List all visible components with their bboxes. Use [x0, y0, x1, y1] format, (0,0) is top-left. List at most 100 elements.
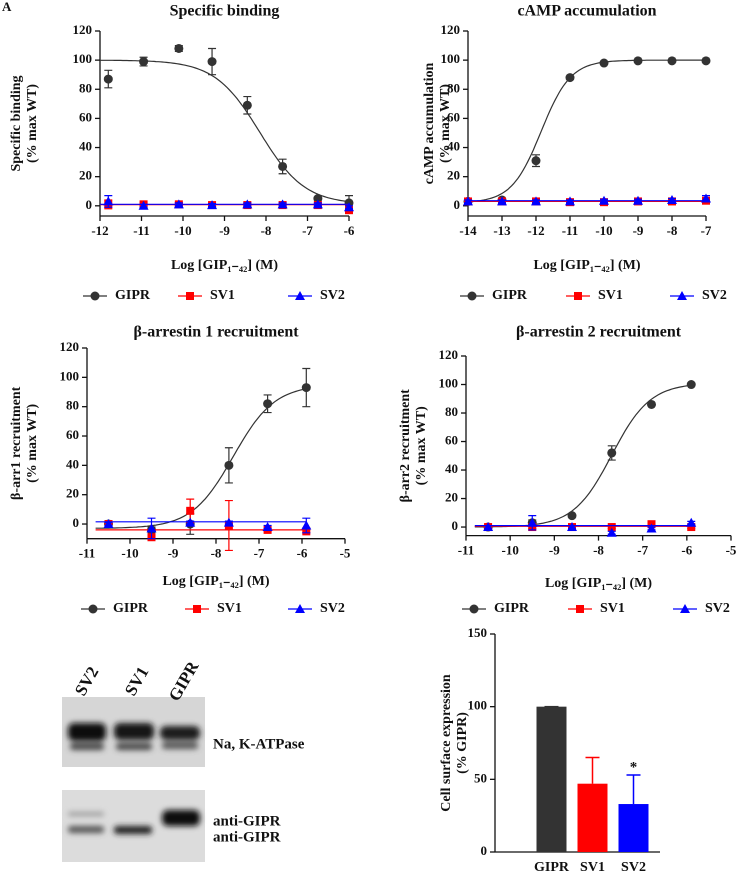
- data-point: [146, 523, 157, 533]
- data-point: [701, 56, 711, 66]
- band-label: anti-GIPR: [213, 813, 281, 829]
- data-point: [701, 193, 711, 203]
- y-tick-label: 100: [441, 51, 461, 66]
- y-tick-label: 120: [441, 22, 461, 37]
- x-tick-label: -10: [174, 223, 191, 238]
- x-tick-label: -14: [459, 223, 477, 238]
- y-tick-label: 20: [445, 490, 458, 505]
- y-tick-label: 20: [79, 168, 92, 183]
- y-tick-label: 40: [66, 456, 79, 471]
- x-tick-label: -6: [297, 546, 308, 561]
- data-point: [103, 519, 114, 529]
- legend-label: SV1: [600, 601, 625, 616]
- legend-label: SV2: [320, 601, 345, 616]
- y-axis-label: Cell surface expression: [439, 674, 454, 812]
- data-point: [497, 196, 507, 206]
- data-point: [262, 521, 273, 531]
- x-tick-label: -8: [667, 223, 678, 238]
- data-point: [633, 56, 643, 66]
- x-tick-label: -7: [637, 543, 648, 558]
- x-tick-label: -9: [633, 223, 644, 238]
- x-axis-label: Log [GIP₁₋₄₂] (M): [545, 576, 652, 591]
- legend-marker: [574, 292, 582, 300]
- data-point: [301, 383, 311, 393]
- y-tick-label: 80: [445, 404, 458, 419]
- y-axis-label: (% max WT): [25, 403, 40, 482]
- data-point: [531, 196, 541, 206]
- data-point: [667, 194, 677, 204]
- data-point: [527, 517, 538, 527]
- data-point: [174, 43, 184, 53]
- data-point: [606, 527, 617, 537]
- x-tick-label: -7: [701, 223, 712, 238]
- data-point: [483, 522, 494, 532]
- data-point: [599, 195, 609, 205]
- blot-bands: [68, 810, 200, 834]
- data-point: [207, 200, 218, 210]
- fit-curve: [474, 384, 692, 528]
- bar: [536, 706, 567, 852]
- data-point: [567, 511, 577, 521]
- x-tick-label: -5: [726, 543, 737, 558]
- y-tick-label: 60: [79, 109, 92, 124]
- legend-label: SV1: [598, 288, 623, 303]
- legend-marker: [576, 605, 584, 613]
- x-tick-label: -10: [501, 543, 518, 558]
- data-point: [607, 448, 617, 458]
- legend-marker: [467, 291, 477, 301]
- y-axis-label: (% GIPR): [455, 712, 470, 774]
- x-tick-label: -6: [681, 543, 692, 558]
- x-tick-label: -6: [344, 223, 355, 238]
- x-tick-label: -10: [595, 223, 612, 238]
- y-tick-label: 50: [474, 770, 487, 785]
- data-point: [242, 100, 252, 110]
- y-axis-label: (% max WT): [25, 84, 40, 163]
- x-tick-label: -5: [340, 546, 351, 561]
- legend-label: SV1: [217, 601, 242, 616]
- data-point: [224, 460, 234, 470]
- annotation: *: [630, 759, 638, 775]
- error-bar: [585, 756, 600, 784]
- y-tick-label: 100: [468, 698, 488, 713]
- data-point: [173, 199, 184, 209]
- legend-label: SV2: [320, 288, 345, 303]
- y-tick-label: 20: [66, 486, 79, 501]
- x-tick-label: -12: [91, 223, 108, 238]
- x-tick-label: -10: [121, 546, 138, 561]
- data-point: [278, 161, 288, 171]
- data-point: [139, 57, 149, 67]
- legend-label: GIPR: [494, 601, 530, 616]
- y-tick-label: 100: [60, 368, 80, 383]
- data-point: [185, 517, 196, 527]
- y-axis-label: β-arr1 recruitment: [9, 386, 24, 500]
- panel-label: A: [2, 0, 12, 14]
- y-tick-label: 120: [60, 339, 80, 354]
- blot-bands: [68, 723, 200, 750]
- x-tick-label: -7: [302, 223, 313, 238]
- data-point: [313, 194, 323, 204]
- legend-marker: [186, 292, 194, 300]
- y-tick-label: 120: [439, 347, 459, 362]
- y-axis-label: Specific binding: [9, 75, 24, 171]
- y-axis-label: β-arr2 recruitment: [398, 389, 413, 503]
- x-tick-label: -8: [211, 546, 222, 561]
- y-tick-label: 80: [447, 80, 460, 95]
- chart-title: Specific binding: [170, 3, 280, 20]
- x-tick-label: -12: [527, 223, 544, 238]
- y-tick-label: 100: [439, 375, 459, 390]
- x-tick-label: -9: [549, 543, 560, 558]
- y-tick-label: 100: [73, 51, 93, 66]
- y-tick-label: 80: [79, 80, 92, 95]
- data-point: [607, 523, 616, 532]
- data-point: [686, 380, 696, 390]
- data-point: [277, 199, 288, 209]
- western-blot: [62, 697, 205, 862]
- x-tick-label: SV2: [621, 860, 646, 875]
- lane-label: SV1: [121, 663, 153, 699]
- x-tick-label: -9: [168, 546, 179, 561]
- fit-curve: [467, 59, 706, 203]
- y-tick-label: 0: [454, 197, 461, 212]
- y-tick-label: 0: [73, 515, 80, 530]
- chart-title: β-arrestin 2 recruitment: [516, 324, 682, 341]
